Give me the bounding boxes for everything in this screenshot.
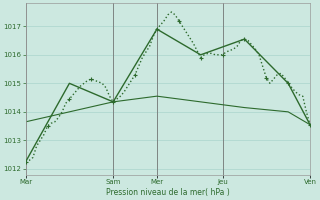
X-axis label: Pression niveau de la mer( hPa ): Pression niveau de la mer( hPa ) <box>106 188 230 197</box>
